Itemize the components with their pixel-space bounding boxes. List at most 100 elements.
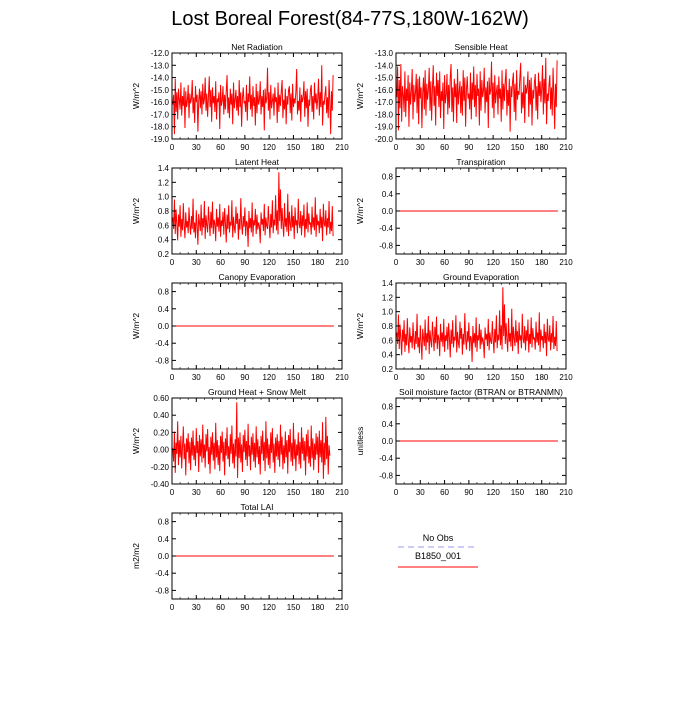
y-tick-label: -19.0 — [151, 135, 170, 144]
y-tick-label: -19.0 — [375, 123, 394, 132]
y-tick-label: 0.8 — [382, 173, 394, 182]
y-tick-label: -18.0 — [151, 123, 170, 132]
plot-frame — [395, 52, 567, 140]
x-tick-label: 120 — [262, 373, 276, 382]
y-tick-label: -13.0 — [375, 49, 394, 58]
x-tick-label: 0 — [394, 143, 399, 152]
x-tick-label: 180 — [535, 258, 549, 267]
panel-latent-heat: 0 30 60 90 120 150 180 210 0.2 0.4 0.6 0.8 1.0 1.2 1.4… — [131, 157, 349, 267]
x-tick-label: 60 — [216, 603, 225, 612]
x-tick-label: 90 — [240, 488, 249, 497]
x-tick-label: 90 — [240, 603, 249, 612]
y-tick-label: -0.20 — [151, 463, 170, 472]
x-tick-label: 210 — [559, 258, 573, 267]
x-tick-label: 90 — [464, 258, 473, 267]
x-tick-label: 30 — [192, 373, 201, 382]
x-tick-label: 90 — [240, 258, 249, 267]
y-axis-label: W/m^2 — [355, 83, 365, 109]
x-tick-label: 180 — [311, 603, 325, 612]
x-tick-label: 60 — [216, 143, 225, 152]
y-axis-label: W/m^2 — [131, 198, 141, 224]
x-tick-label: 60 — [440, 373, 449, 382]
x-tick-label: 60 — [440, 143, 449, 152]
x-tick-label: 30 — [192, 258, 201, 267]
y-tick-label: 0.4 — [382, 420, 394, 429]
x-tick-label: 150 — [511, 258, 525, 267]
y-tick-label: -17.0 — [375, 98, 394, 107]
x-tick-label: 30 — [416, 373, 425, 382]
y-tick-label: -0.4 — [155, 339, 169, 348]
x-tick-label: 0 — [170, 603, 175, 612]
x-tick-label: 60 — [440, 258, 449, 267]
panel-title: Latent Heat — [235, 157, 280, 167]
x-tick-label: 120 — [262, 143, 276, 152]
y-axis-label: W/m^2 — [131, 428, 141, 454]
y-axis-label: W/m^2 — [131, 83, 141, 109]
x-tick-label: 120 — [262, 488, 276, 497]
x-tick-label: 180 — [311, 488, 325, 497]
y-tick-label: -14.0 — [151, 74, 170, 83]
y-tick-label: 0.0 — [382, 437, 394, 446]
x-tick-label: 60 — [216, 488, 225, 497]
y-tick-label: 0.6 — [158, 221, 170, 230]
y-tick-label: 0.8 — [158, 518, 170, 527]
y-tick-label: 0.4 — [158, 305, 170, 314]
x-tick-label: 150 — [287, 373, 301, 382]
x-tick-label: 180 — [535, 488, 549, 497]
x-tick-label: 210 — [335, 258, 349, 267]
y-tick-label: 0.8 — [382, 322, 394, 331]
y-tick-label: -16.0 — [151, 98, 170, 107]
y-tick-label: -0.8 — [155, 356, 169, 365]
y-tick-label: 1.0 — [158, 193, 170, 202]
x-tick-label: 120 — [486, 373, 500, 382]
x-tick-label: 0 — [170, 143, 175, 152]
x-tick-label: 30 — [192, 603, 201, 612]
y-axis-label: unitless — [355, 427, 365, 456]
legend-label: No Obs — [423, 533, 454, 543]
y-tick-label: 0.00 — [153, 446, 169, 455]
x-tick-label: 210 — [335, 373, 349, 382]
series-line-net-radiation-0 — [172, 65, 334, 135]
y-tick-label: -0.4 — [379, 224, 393, 233]
y-tick-label: 0.0 — [382, 207, 394, 216]
x-tick-label: 120 — [262, 603, 276, 612]
y-tick-label: 1.4 — [382, 279, 394, 288]
x-tick-label: 120 — [486, 488, 500, 497]
x-tick-label: 210 — [559, 488, 573, 497]
x-tick-label: 150 — [287, 143, 301, 152]
series-line-sensible-heat-0 — [396, 57, 558, 132]
y-axis-label: m2/m2 — [131, 543, 141, 569]
series-line-ground-heat-snow-melt-0 — [172, 402, 331, 479]
x-tick-label: 90 — [240, 373, 249, 382]
y-tick-label: -0.8 — [379, 241, 393, 250]
y-tick-label: -15.0 — [375, 74, 394, 83]
x-tick-label: 150 — [287, 488, 301, 497]
series-line-latent-heat-0 — [172, 172, 334, 247]
y-tick-label: 0.2 — [158, 250, 170, 259]
y-tick-label: 0.40 — [153, 411, 169, 420]
x-tick-label: 180 — [535, 143, 549, 152]
x-tick-label: 0 — [394, 488, 399, 497]
x-tick-label: 0 — [394, 258, 399, 267]
x-tick-label: 210 — [335, 143, 349, 152]
y-tick-label: 0.0 — [158, 552, 170, 561]
x-tick-label: 0 — [170, 373, 175, 382]
panel-title: Ground Evaporation — [443, 272, 519, 282]
y-tick-label: -13.0 — [151, 61, 170, 70]
y-tick-label: -0.4 — [379, 454, 393, 463]
series-line-ground-evaporation-0 — [396, 287, 558, 362]
x-tick-label: 30 — [416, 488, 425, 497]
panel-ground-heat-snow-melt: 0 30 60 90 120 150 180 210 -0.40 -0.20 0.00 0.20 0.4… — [131, 387, 349, 497]
panel-sensible-heat: 0 30 60 90 120 150 180 210 -20.0 -19.0 -18.0 -17.0 -… — [355, 42, 573, 152]
x-tick-label: 180 — [311, 373, 325, 382]
x-tick-label: 120 — [486, 143, 500, 152]
x-tick-label: 60 — [440, 488, 449, 497]
panel-title: Canopy Evaporation — [218, 272, 295, 282]
legend-label: B1850_001 — [415, 551, 461, 561]
x-tick-label: 90 — [464, 143, 473, 152]
x-tick-label: 210 — [559, 143, 573, 152]
y-tick-label: 0.8 — [158, 288, 170, 297]
x-tick-label: 150 — [511, 143, 525, 152]
x-tick-label: 180 — [311, 258, 325, 267]
